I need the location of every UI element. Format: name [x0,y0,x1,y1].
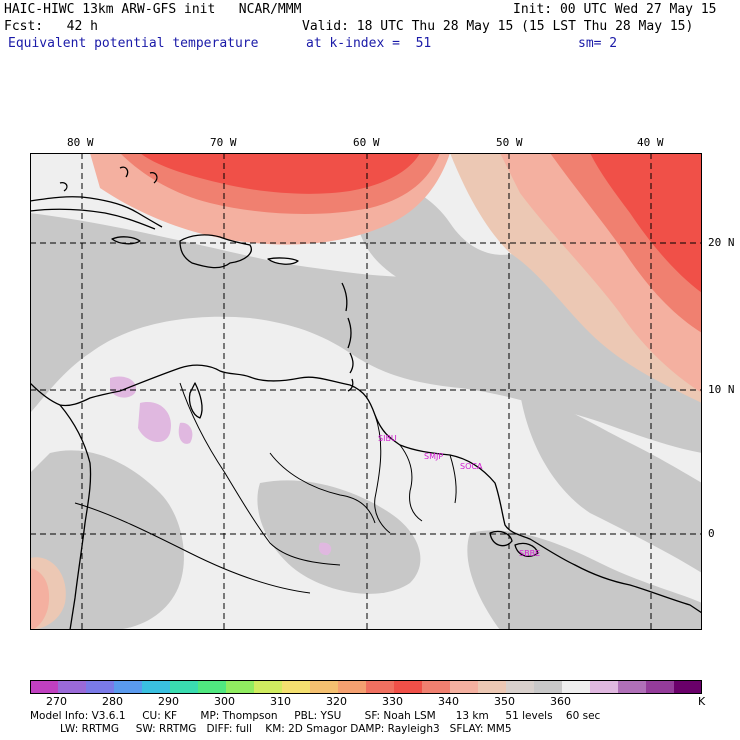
station-sbbe: SBBE [519,549,540,558]
valid-time: Valid: 18 UTC Thu 28 May 15 (15 LST Thu … [302,19,694,34]
lat-label-20n: 20 N [708,236,735,249]
model-info-line2: LW: RRTMG SW: RRTMG DIFF: full KM: 2D Sm… [30,723,512,735]
colorbar-tick-label: 270 [46,695,67,708]
colorbar-swatch [646,680,675,694]
colorbar-swatch [226,680,255,694]
colorbar [30,680,702,694]
lon-label-70w: 70 W [210,136,237,149]
colorbar-swatch [338,680,367,694]
colorbar-swatch [282,680,311,694]
colorbar-tick-label: 350 [494,695,515,708]
colorbar-tick-label: 300 [214,695,235,708]
lon-label-50w: 50 W [496,136,523,149]
colorbar-swatch [366,680,395,694]
station-sibu: SIBU [378,434,397,443]
colorbar-tick-label: 360 [550,695,571,708]
colorbar-tick-label: 310 [270,695,291,708]
station-soca: SOCA [460,462,483,471]
theta-e-map: SIBU SMJP SOCA SBBE [30,153,702,630]
level-info: at k-index = 51 [306,36,432,51]
country-borders [74,382,457,594]
colorbar-swatch [58,680,87,694]
model-info-line1: Model Info: V3.6.1 CU: KF MP: Thompson P… [30,710,601,722]
colorbar-frame [30,680,702,694]
lat-label-10n: 10 N [708,383,735,396]
colorbar-tick-label: 290 [158,695,179,708]
station-smjp: SMJP [424,452,443,461]
lon-label-80w: 80 W [67,136,94,149]
colorbar-swatch [562,680,591,694]
colorbar-swatch [310,680,339,694]
colorbar-tick-label: 330 [382,695,403,708]
grey-field [30,180,702,630]
lon-label-40w: 40 W [637,136,664,149]
colorbar-swatch [450,680,479,694]
colorbar-tick-label: 280 [102,695,123,708]
colorbar-swatch [86,680,115,694]
colorbar-swatch [674,680,702,694]
colorbar-swatch [478,680,507,694]
init-time: Init: 00 UTC Wed 27 May 15 [513,2,717,17]
station-labels: SIBU SMJP SOCA SBBE [378,434,540,558]
lat-label-0: 0 [708,527,715,540]
map-frame [30,153,702,630]
colorbar-swatch [394,680,423,694]
colorbar-swatch [170,680,199,694]
colorbar-swatch [254,680,283,694]
colorbar-swatch [422,680,451,694]
smoothing-info: sm= 2 [578,36,618,51]
violet-patches [110,376,332,556]
colorbar-swatch [142,680,171,694]
colorbar-tick-label: 340 [438,695,459,708]
colorbar-swatch [590,680,619,694]
field-name: Equivalent potential temperature [8,36,259,51]
colorbar-unit: K [698,695,706,708]
lon-label-60w: 60 W [353,136,380,149]
colorbar-swatch [114,680,143,694]
hot-field [140,153,702,293]
colorbar-tick-label: 320 [326,695,347,708]
colorbar-swatch [506,680,535,694]
colorbar-swatch [30,680,59,694]
colorbar-swatch [198,680,227,694]
colorbar-swatch [618,680,647,694]
graticule [30,153,702,630]
colorbar-swatch [534,680,563,694]
model-title: HAIC-HIWC 13km ARW-GFS init NCAR/MMM [4,2,302,17]
forecast-hour: Fcst: 42 h [4,19,98,34]
